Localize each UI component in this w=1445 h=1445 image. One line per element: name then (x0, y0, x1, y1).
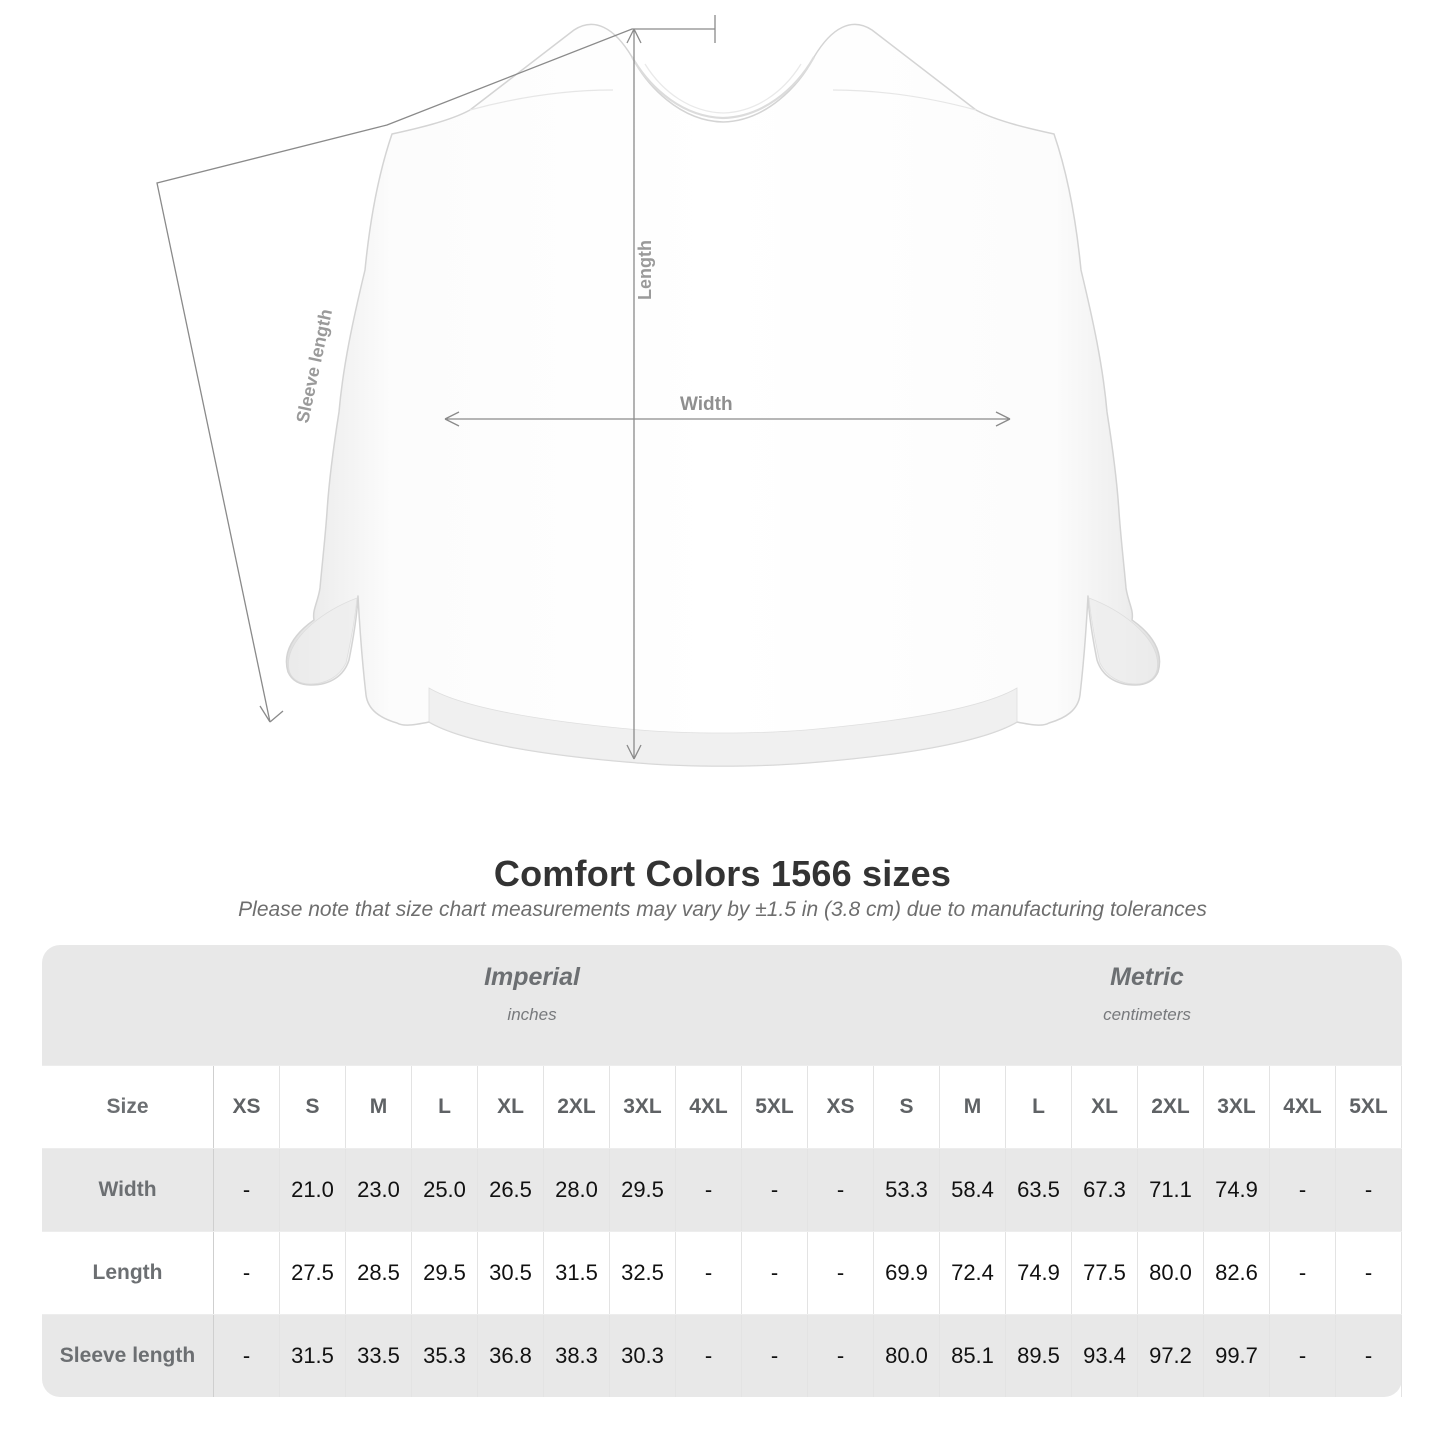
svg-text:Sleeve length: Sleeve length (292, 307, 336, 425)
svg-text:Length: Length (635, 240, 655, 300)
svg-text:Width: Width (680, 394, 733, 415)
